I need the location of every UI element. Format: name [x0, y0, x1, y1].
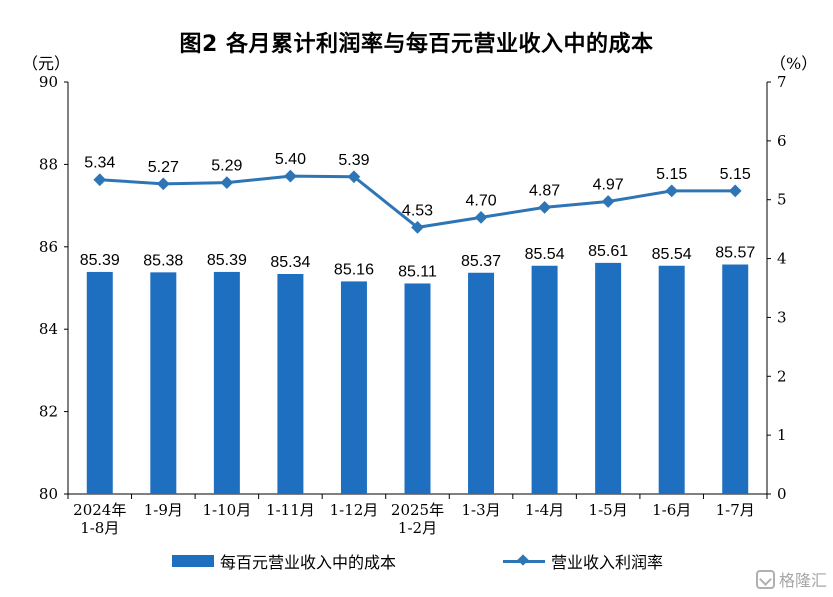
- right-tick-label: 4: [777, 250, 787, 268]
- right-tick-label: 7: [777, 73, 787, 91]
- bar-value-label: 85.39: [80, 252, 120, 269]
- line-point: [284, 169, 297, 183]
- bar-value-label: 85.57: [715, 245, 755, 262]
- x-tick-label: 1-3月: [461, 501, 500, 519]
- line-point: [665, 184, 679, 198]
- bar-value-label: 85.34: [270, 254, 310, 271]
- left-tick-label: 84: [39, 320, 58, 338]
- line-value-label: 5.39: [338, 152, 369, 169]
- x-tick-label: 1-5月: [589, 501, 628, 519]
- bar: [340, 281, 367, 494]
- right-tick-label: 5: [777, 191, 787, 209]
- bar: [658, 265, 685, 494]
- x-tick-label: 1-8月: [80, 519, 119, 537]
- line-value-label: 4.70: [465, 192, 496, 209]
- watermark-logo-icon: [755, 569, 775, 589]
- x-tick-label: 1-6月: [652, 501, 691, 519]
- right-tick-label: 2: [777, 367, 787, 385]
- bar-value-label: 85.11: [398, 263, 437, 280]
- bar: [404, 283, 431, 494]
- bar: [595, 262, 622, 494]
- left-tick-label: 80: [39, 485, 58, 503]
- bar-value-label: 85.54: [525, 246, 565, 263]
- legend-line-swatch: [503, 554, 545, 567]
- line-point: [156, 177, 170, 191]
- legend-bar-swatch: [172, 555, 214, 567]
- right-tick-label: 1: [777, 426, 787, 444]
- bar: [150, 272, 177, 494]
- left-axis-unit: （元）: [22, 54, 71, 73]
- right-axis-unit: （%）: [770, 54, 818, 73]
- line-value-label: 4.87: [529, 182, 560, 199]
- line-value-label: 5.27: [148, 159, 179, 176]
- bar: [468, 272, 495, 494]
- bar-value-label: 85.38: [143, 252, 183, 269]
- left-tick-label: 90: [39, 73, 58, 91]
- line-value-label: 5.15: [656, 166, 687, 183]
- line-point: [601, 195, 615, 208]
- bar-value-label: 85.39: [207, 252, 247, 269]
- line-point: [411, 221, 424, 234]
- left-tick-label: 82: [39, 403, 58, 421]
- legend-line-label: 营业收入利润率: [551, 553, 664, 572]
- bar-value-label: 85.61: [588, 243, 628, 260]
- chart-title: 图2 各月累计利润率与每百元营业收入中的成本: [179, 32, 654, 57]
- line-value-label: 5.40: [275, 151, 306, 168]
- x-tick-label: 1-10月: [203, 501, 252, 519]
- bar-value-label: 85.16: [334, 261, 374, 278]
- right-tick-label: 0: [777, 485, 787, 503]
- x-tick-label: 2025年: [391, 501, 444, 519]
- bar: [213, 271, 240, 494]
- x-tick-label: 1-11月: [266, 501, 315, 519]
- line-value-label: 5.29: [211, 158, 242, 175]
- watermark: 格隆汇: [755, 567, 827, 591]
- x-tick-label: 1-12月: [330, 501, 379, 519]
- bar: [722, 264, 749, 494]
- line-point: [728, 184, 742, 198]
- left-tick-label: 88: [39, 155, 58, 173]
- line-point: [93, 173, 107, 187]
- bar: [531, 265, 558, 494]
- bar-value-label: 85.54: [652, 246, 692, 263]
- left-tick-label: 86: [39, 238, 58, 256]
- bar-value-label: 85.37: [461, 253, 501, 270]
- line-value-label: 5.34: [84, 155, 115, 172]
- x-tick-label: 2024年: [73, 501, 126, 519]
- line-point: [220, 176, 234, 190]
- legend-line-entry: 营业收入利润率: [503, 549, 663, 573]
- bar: [86, 271, 113, 494]
- line-point: [538, 201, 551, 214]
- right-tick-label: 6: [777, 132, 787, 150]
- legend-bar-label: 每百元营业收入中的成本: [220, 553, 397, 572]
- x-tick-label: 1-4月: [525, 501, 564, 519]
- bar: [277, 273, 304, 494]
- right-tick-label: 3: [777, 308, 787, 326]
- watermark-text: 格隆汇: [778, 571, 827, 590]
- line-point: [474, 211, 488, 224]
- x-tick-label: 1-7月: [716, 501, 755, 519]
- line-value-label: 4.97: [593, 176, 624, 193]
- line-point: [347, 170, 361, 184]
- x-tick-label: 1-2月: [398, 519, 437, 537]
- x-tick-label: 1-9月: [144, 501, 183, 519]
- line-value-label: 4.53: [402, 202, 433, 219]
- legend-bar-entry: 每百元营业收入中的成本: [172, 549, 396, 573]
- line-value-label: 5.15: [720, 166, 751, 183]
